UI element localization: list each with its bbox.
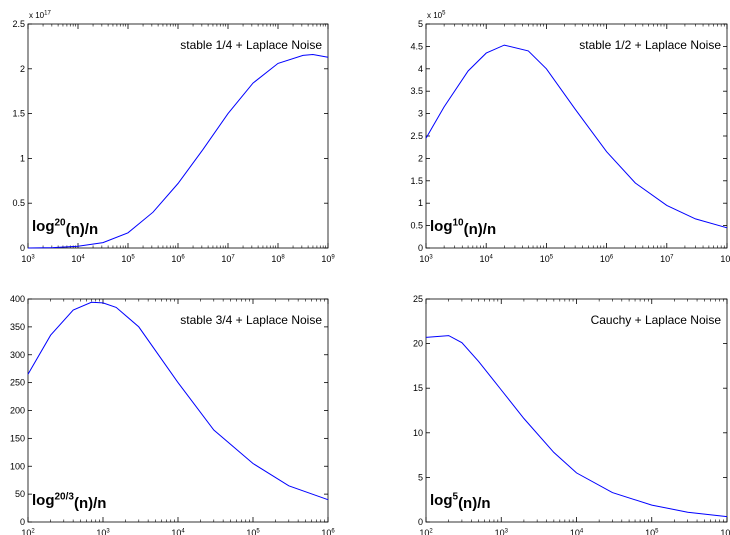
y-tick-label: 400 [10,294,25,304]
y-tick-label: 2.5 [12,19,25,29]
y-tick-label: 3 [418,109,423,119]
legend-label: Cauchy + Laplace Noise [591,313,722,327]
y-tick-label: 200 [10,406,25,416]
axes-frame [27,298,329,523]
y-tick-label: 25 [413,294,423,304]
axes-frame [425,298,728,523]
y-tick-label: 4.5 [410,41,423,51]
x-tick-label: 109 [321,254,335,264]
x-tick-label: 104 [480,254,494,264]
legend-label: stable 3/4 + Laplace Noise [180,313,322,327]
x-tick-label: 103 [96,528,110,535]
x-tick-label: 108 [271,254,285,264]
y-tick-label: 1.5 [410,176,423,186]
y-tick-label: 0 [418,243,423,253]
y-tick-label: 15 [413,383,423,393]
chart-panel-stable-3-4: 0 50 100 150 200 250 300 350 400 102 103 104 105 106 s… [10,294,335,535]
axes-frame [425,23,728,249]
chart-panel-stable-1-2: 0 0.5 1 1.5 2 2.5 3 3.5 4 4.5 5 103 104 105 106 107 108 x… [410,11,730,264]
series-line [425,335,728,518]
y-axis-multiplier: x 1017 [29,11,51,20]
y-tick-label: 0 [418,517,423,527]
y-tick-label: 100 [10,461,25,471]
formula-annotation: log10(n)/n [430,218,496,238]
y-tick-label: 350 [10,322,25,332]
y-tick-label: 300 [10,350,25,360]
x-tick-label: 105 [540,254,554,264]
y-tick-label: 1 [418,198,423,208]
x-tick-label: 106 [171,254,185,264]
y-tick-label: 20 [413,339,423,349]
y-tick-label: 4 [418,64,423,74]
x-tick-label: 106 [321,528,335,535]
x-tick-label: 103 [21,254,35,264]
y-tick-label: 5 [418,472,423,482]
formula-annotation: log20/3(n)/n [32,492,106,512]
x-tick-label: 104 [171,528,185,535]
y-tick-label: 0.5 [12,198,25,208]
series-line [27,301,329,501]
y-tick-label: 2 [418,153,423,163]
chart-panel-cauchy: 0 5 10 15 20 25 102 103 104 105 106 Cauchy + Laplac… [413,294,730,535]
x-tick-label: 102 [21,528,35,535]
chart-panel-stable-1-4: 0 0.5 1 1.5 2 2.5 103 104 105 106 107 108 109 x 1017 s… [12,11,335,264]
formula-annotation: log5(n)/n [430,492,491,512]
x-tick-label: 104 [570,528,584,535]
y-tick-label: 5 [418,19,423,29]
y-tick-label: 0 [20,517,25,527]
formula-annotation: log20(n)/n [32,218,98,238]
x-tick-label: 107 [660,254,674,264]
y-tick-label: 2 [20,64,25,74]
x-tick-label: 103 [419,254,433,264]
y-tick-label: 2.5 [410,131,423,141]
y-tick-label: 3.5 [410,86,423,96]
y-tick-label: 1 [20,153,25,163]
x-tick-label: 105 [645,528,659,535]
x-tick-label: 104 [71,254,85,264]
y-tick-label: 250 [10,378,25,388]
x-tick-label: 103 [495,528,509,535]
x-tick-label: 106 [600,254,614,264]
y-tick-label: 150 [10,433,25,443]
y-tick-label: 50 [15,489,25,499]
y-tick-label: 0 [20,243,25,253]
x-tick-label: 102 [419,528,433,535]
x-tick-label: 107 [221,254,235,264]
axes-frame [27,23,329,249]
series-line [425,44,728,229]
x-tick-label: 108 [720,254,730,264]
y-tick-label: 0.5 [410,221,423,231]
y-axis-multiplier: x 105 [427,11,446,20]
x-tick-label: 105 [246,528,260,535]
legend-label: stable 1/2 + Laplace Noise [579,38,721,52]
y-tick-label: 1.5 [12,109,25,119]
x-tick-label: 105 [121,254,135,264]
y-tick-label: 10 [413,428,423,438]
legend-label: stable 1/4 + Laplace Noise [180,38,322,52]
x-tick-label: 106 [720,528,730,535]
series-line [27,53,329,249]
